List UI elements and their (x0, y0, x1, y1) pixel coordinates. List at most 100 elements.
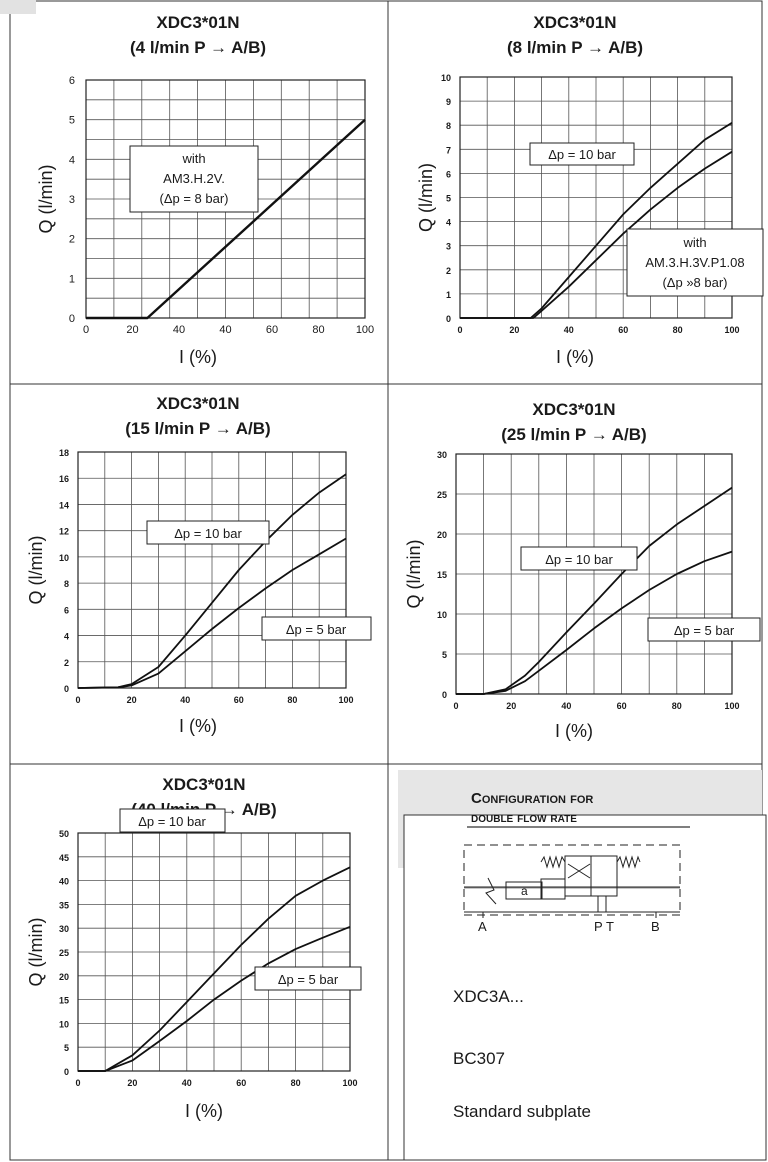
annotation-text: Δp = 5 bar (674, 623, 735, 638)
config-box (403, 814, 767, 1161)
spring-left-icon (540, 855, 566, 869)
annotation-text: Δp = 10 bar (545, 552, 613, 567)
x-tick-label: 80 (312, 324, 324, 336)
spring-right-icon (616, 855, 641, 869)
y-axis-label: Q (l/min) (36, 165, 56, 234)
x-tick-label: 0 (453, 701, 458, 711)
y-tick-label: 15 (437, 570, 447, 580)
y-tick-label: 0 (64, 684, 69, 694)
series-line-1 (78, 866, 351, 1072)
chart-subtitle: (25 l/min P → A/B) (501, 425, 646, 444)
chart-annotation: Δp = 10 bar (146, 520, 270, 545)
x-tick-label: 20 (506, 701, 516, 711)
annotation-text: Δp = 10 bar (174, 526, 242, 541)
y-axis-label: Q (l/min) (404, 540, 424, 609)
y-tick-label: 16 (59, 474, 69, 484)
plot-frame (459, 76, 733, 319)
chart-15-lmin: XDC3*01N (15 l/min P → A/B) 0 2 4 6 8 10 12 14 16 1… (26, 394, 372, 736)
series-line-2 (78, 925, 351, 1072)
solenoid-label: a (521, 884, 528, 898)
y-tick-label: 15 (59, 996, 69, 1006)
y-tick-label: 6 (69, 75, 75, 87)
x-tick-label: 20 (126, 324, 138, 336)
x-tick-label: 40 (561, 701, 571, 711)
plot-frame (77, 451, 347, 689)
annotation-box (146, 520, 270, 545)
plot-frame (77, 832, 351, 1072)
y-tick-label: 1 (69, 273, 75, 285)
y-tick-label: 45 (59, 853, 69, 863)
x-tick-label: 40 (564, 325, 574, 335)
y-tick-label: 20 (59, 972, 69, 982)
chart-annotation: Δp = 10 bar (529, 142, 635, 166)
x-tick-label: 40 (173, 324, 185, 336)
y-tick-label: 50 (59, 829, 69, 839)
y-tick-label: 14 (59, 500, 69, 510)
y-tick-label: 5 (64, 1043, 69, 1053)
config-title-line1: Configuration for (471, 790, 593, 807)
annotation-text: AM3.H.2V. (163, 171, 225, 186)
x-tick-label: 60 (236, 1078, 246, 1088)
lightning-icon (485, 877, 497, 905)
y-tick-label: 6 (446, 169, 451, 179)
x-tick-label: 0 (75, 695, 80, 705)
chart-title: XDC3*01N (156, 394, 239, 413)
x-tick-label: 60 (617, 701, 627, 711)
y-tick-label: 5 (442, 650, 447, 660)
y-tick-label: 4 (69, 154, 75, 166)
chart-title: XDC3*01N (156, 13, 239, 32)
chart-title: XDC3*01N (162, 775, 245, 794)
annotation-box (626, 228, 764, 297)
y-tick-label: 10 (59, 553, 69, 563)
y-tick-label: 2 (446, 266, 451, 276)
annotation-box (261, 616, 372, 641)
x-tick-label: 100 (342, 1078, 357, 1088)
y-tick-label: 1 (446, 290, 451, 300)
chart-annotation: with AM3.H.2V. (Δp = 8 bar) (129, 145, 259, 213)
y-tick-label: 2 (64, 658, 69, 668)
panel-frame (9, 0, 763, 1161)
subplate-code: BC307 (453, 1049, 505, 1068)
chart-title: XDC3*01N (533, 13, 616, 32)
y-tick-label: 4 (64, 632, 69, 642)
y-axis-label: Q (l/min) (416, 163, 436, 232)
y-tick-label: 8 (446, 121, 451, 131)
chart-annotation: Δp = 10 bar (520, 546, 638, 571)
x-axis-label: I (%) (179, 347, 217, 367)
x-tick-label: 40 (182, 1078, 192, 1088)
config-panel: Configuration for double flow rate a A P (398, 770, 767, 1161)
annotation-text: Δp = 10 bar (138, 814, 206, 829)
y-tick-label: 10 (59, 1019, 69, 1029)
x-tick-label: 100 (724, 325, 739, 335)
annotation-box (520, 546, 638, 571)
annotation-box (529, 142, 635, 166)
y-tick-label: 25 (437, 490, 447, 500)
x-tick-label: 40 (219, 324, 231, 336)
x-axis-label: I (%) (555, 721, 593, 741)
x-tick-label: 80 (287, 695, 297, 705)
y-tick-label: 3 (446, 242, 451, 252)
series-line-1 (460, 122, 733, 319)
x-tick-label: 0 (75, 1078, 80, 1088)
y-tick-label: 30 (59, 924, 69, 934)
x-tick-label: 0 (83, 324, 89, 336)
x-tick-label: 80 (673, 325, 683, 335)
series-line-1 (456, 486, 733, 695)
annotation-box (647, 617, 761, 642)
chart-subtitle: (15 l/min P → A/B) (125, 419, 270, 438)
chart-grid (77, 832, 351, 1072)
chart-annotation: Δp = 5 bar (261, 616, 372, 641)
annotation-box (119, 808, 226, 833)
chart-subtitle: (8 l/min P → A/B) (507, 38, 643, 57)
y-tick-label: 20 (437, 530, 447, 540)
annotation-box (129, 145, 259, 213)
chart-40-lmin: XDC3*01N(40 l/min P → A/B)05101520253035… (26, 775, 362, 1121)
port-a-label: A (478, 919, 487, 934)
annotation-box (254, 966, 362, 991)
chart-subtitle: (4 l/min P → A/B) (130, 38, 266, 57)
plot-frame (455, 453, 733, 695)
y-tick-label: 35 (59, 900, 69, 910)
